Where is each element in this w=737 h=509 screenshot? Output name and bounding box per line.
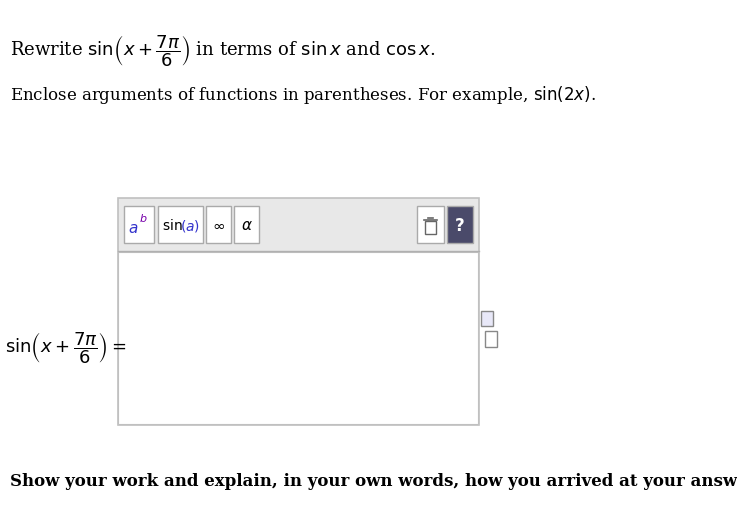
Text: $\sin\!\left(x + \dfrac{7\pi}{6}\right) =$: $\sin\!\left(x + \dfrac{7\pi}{6}\right) … — [5, 330, 127, 365]
Text: Show your work and explain, in your own words, how you arrived at your answer.: Show your work and explain, in your own … — [10, 472, 737, 489]
FancyBboxPatch shape — [118, 199, 478, 425]
Text: Rewrite $\sin\!\left(x + \dfrac{7\pi}{6}\right)$ in terms of $\sin x$ and $\cos : Rewrite $\sin\!\left(x + \dfrac{7\pi}{6}… — [10, 33, 436, 69]
Text: $\infty$: $\infty$ — [212, 218, 225, 233]
Text: $\mathrm{sin}$: $\mathrm{sin}$ — [162, 218, 183, 233]
FancyBboxPatch shape — [485, 332, 497, 347]
FancyBboxPatch shape — [447, 207, 473, 244]
Text: $b$: $b$ — [139, 212, 148, 224]
Text: ?: ? — [455, 216, 465, 234]
FancyBboxPatch shape — [425, 222, 436, 234]
Text: Enclose arguments of functions in parentheses. For example, $\sin\!\left(2x\righ: Enclose arguments of functions in parent… — [10, 84, 596, 106]
FancyBboxPatch shape — [481, 311, 493, 327]
FancyBboxPatch shape — [118, 253, 478, 425]
Text: ✕: ✕ — [425, 219, 436, 232]
FancyBboxPatch shape — [234, 207, 259, 244]
Text: $\alpha$: $\alpha$ — [240, 218, 252, 233]
Text: $a$: $a$ — [128, 221, 139, 236]
FancyBboxPatch shape — [158, 207, 203, 244]
Text: $\mathit{(a)}$: $\mathit{(a)}$ — [180, 217, 200, 233]
FancyBboxPatch shape — [206, 207, 231, 244]
FancyBboxPatch shape — [124, 207, 154, 244]
FancyBboxPatch shape — [417, 207, 444, 244]
